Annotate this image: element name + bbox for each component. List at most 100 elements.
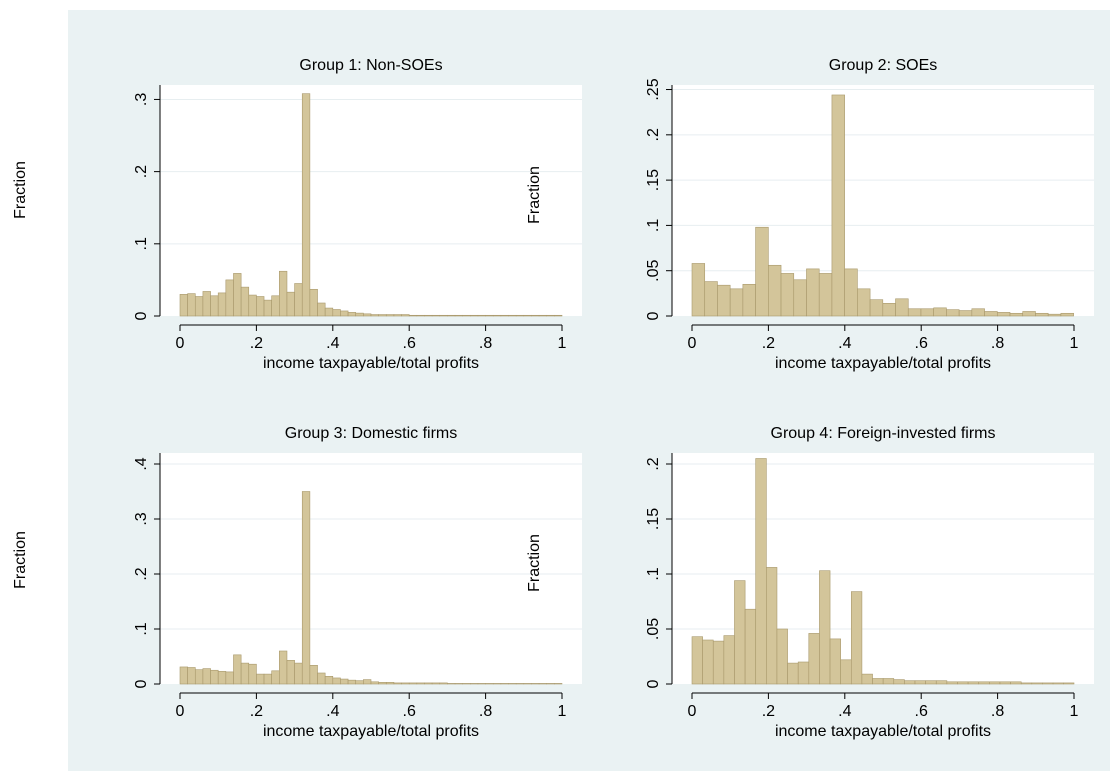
histogram-bar — [508, 683, 517, 685]
histogram-bar — [301, 93, 311, 317]
histogram-bar — [355, 680, 364, 685]
x-tick-label: .8 — [991, 703, 1004, 720]
histogram-bar — [857, 288, 871, 317]
histogram-bar — [808, 633, 820, 685]
y-axis-label-outer: Fraction — [12, 531, 29, 589]
histogram-bar — [363, 679, 372, 685]
histogram-bar — [691, 263, 706, 317]
x-tick-label: .2 — [762, 703, 775, 720]
plot-area — [672, 85, 1094, 316]
histogram-bar — [309, 664, 318, 685]
histogram-bar — [248, 294, 257, 317]
histogram-bar — [704, 281, 718, 317]
histogram-bar — [989, 681, 1001, 685]
chart-panel-1: 0 .1 .2 .3 0 .2 .4 .6 .8 1 Group 1: Non-SOEs income… — [12, 57, 582, 372]
x-axis-label: income taxpayable/total profits — [775, 723, 991, 740]
histogram-bar — [907, 308, 922, 317]
x-tick-label: .8 — [479, 703, 492, 720]
x-tick-label: 1 — [1070, 335, 1079, 352]
histogram-bar — [210, 295, 219, 317]
histogram-bar — [470, 314, 479, 317]
histogram-bar — [194, 669, 204, 685]
panel-title: Group 2: SOEs — [829, 57, 938, 74]
y-tick-label: .4 — [133, 457, 150, 470]
histogram-bar — [477, 683, 486, 685]
histogram-bar — [818, 273, 833, 317]
histogram-bar — [462, 314, 471, 317]
histogram-bar — [363, 313, 372, 317]
y-tick-label: .05 — [645, 259, 662, 281]
y-tick-label: .2 — [133, 567, 150, 580]
histogram-bar — [286, 660, 295, 685]
histogram-bar — [1010, 681, 1022, 685]
histogram-bar — [554, 314, 563, 317]
histogram-bar — [691, 636, 703, 685]
chart-panel-3: 0 .1 .2 .3 .4 0 .2 .4 .6 .8 1 Group 3: Domestic fir… — [12, 425, 582, 740]
histogram-bar — [233, 273, 242, 317]
histogram-bar — [447, 683, 456, 685]
histogram-bar — [971, 308, 985, 317]
x-tick-label: 0 — [688, 703, 697, 720]
x-tick-label: .8 — [479, 335, 492, 352]
y-tick-label: .2 — [645, 457, 662, 470]
histogram-bar — [717, 284, 731, 317]
histogram-bar — [744, 608, 757, 685]
histogram-bar — [187, 667, 196, 685]
histogram-bar — [286, 291, 295, 317]
histogram-bar — [882, 678, 895, 685]
histogram-bar — [424, 314, 433, 317]
histogram-bar — [317, 302, 326, 317]
histogram-bar — [393, 314, 402, 317]
histogram-bar — [309, 288, 318, 317]
panel-title: Group 4: Foreign-invested firms — [771, 425, 996, 442]
histogram-bar — [1020, 682, 1033, 685]
histogram-bar — [271, 295, 280, 317]
x-tick-label: 1 — [558, 335, 567, 352]
y-tick-label: .05 — [645, 618, 662, 640]
histogram-bar — [546, 683, 555, 685]
histogram-bar — [485, 683, 494, 685]
histogram-bar — [531, 314, 540, 317]
plot-area — [160, 85, 582, 316]
histogram-bar — [787, 662, 799, 685]
x-tick-label: 0 — [688, 335, 697, 352]
histogram-bar — [324, 675, 334, 685]
x-axis-label: income taxpayable/total profits — [263, 723, 479, 740]
histogram-bar — [1063, 682, 1075, 685]
y-tick-label: .3 — [133, 512, 150, 525]
chart-panel-2: 0 .05 .1 .15 .2 .25 0 .2 .4 .6 .8 1 Group 2: SOEs inc… — [526, 57, 1094, 372]
histogram-bar — [401, 314, 410, 317]
histogram-bar — [712, 640, 725, 685]
histogram-bar — [385, 682, 395, 685]
histogram-bar — [840, 659, 852, 685]
histogram-bar — [454, 683, 463, 685]
y-tick-label: .15 — [645, 169, 662, 191]
y-tick-label: .2 — [133, 165, 150, 178]
histogram-bar — [378, 314, 387, 317]
histogram-bar — [723, 635, 735, 685]
histogram-bar — [332, 677, 341, 685]
y-axis-label: Fraction — [526, 534, 543, 592]
histogram-bar — [523, 683, 532, 685]
histogram-bar — [508, 314, 517, 317]
histogram-bar — [202, 668, 211, 685]
histogram-bar — [332, 309, 341, 317]
histogram-bar — [1009, 312, 1024, 317]
histogram-bar — [872, 678, 884, 685]
histogram-bar — [271, 670, 280, 685]
histogram-bar — [554, 683, 563, 685]
histogram-bar — [829, 638, 841, 685]
y-tick-label: 0 — [133, 679, 150, 688]
histogram-bar — [766, 567, 778, 685]
histogram-bar — [702, 639, 714, 685]
histogram-bar — [999, 681, 1011, 685]
histogram-bar — [248, 663, 257, 685]
y-tick-label: .1 — [645, 219, 662, 232]
y-tick-label: 0 — [645, 679, 662, 688]
histogram-bar — [340, 678, 349, 685]
histogram-bar — [1035, 312, 1049, 317]
histogram-bar — [869, 299, 884, 317]
histogram-bar — [1052, 682, 1064, 685]
x-tick-label: 1 — [1070, 703, 1079, 720]
x-axis-label: income taxpayable/total profits — [775, 355, 991, 372]
